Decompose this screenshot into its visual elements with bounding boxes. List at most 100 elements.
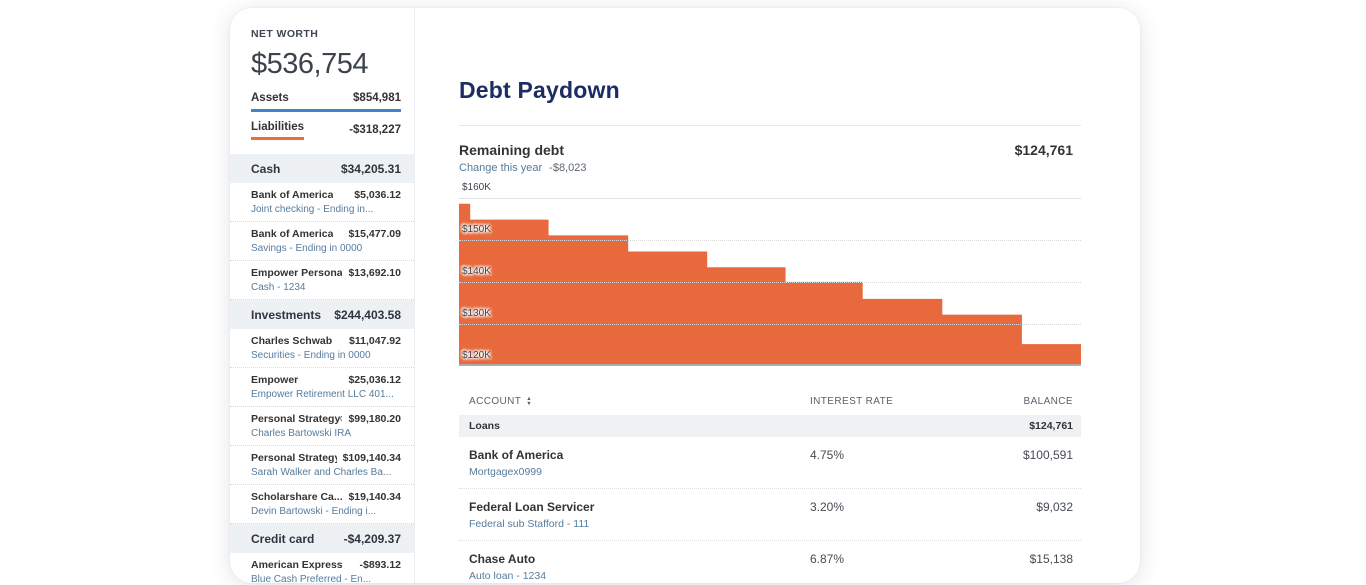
account-balance: $13,692.10 xyxy=(348,267,401,280)
balance-cell: $9,032 xyxy=(1036,500,1073,514)
account-subtitle: Savings - Ending in 0000 xyxy=(251,243,401,255)
account-subtitle: Cash - 1234 xyxy=(251,282,401,294)
remaining-debt-total: $124,761 xyxy=(1015,142,1081,158)
account-cell: Bank of AmericaMortgagex0999 xyxy=(469,448,810,478)
account-subtitle: Securities - Ending in 0000 xyxy=(251,350,401,362)
gridline xyxy=(459,324,1081,325)
gridline xyxy=(459,282,1081,283)
account-list-item[interactable]: Personal Strategy® $109,140.34 Sarah Walke… xyxy=(230,446,414,485)
account-list-item[interactable]: Scholarshare Ca...$19,140.34 Devin Bartow… xyxy=(230,485,414,524)
y-axis-tick-label: $160K xyxy=(462,183,491,193)
table-row[interactable]: Chase AutoAuto loan - 12346.87%$15,138 xyxy=(459,541,1081,583)
section-total: $34,205.31 xyxy=(341,162,401,176)
account-subtitle: Sarah Walker and Charles Ba... xyxy=(251,467,401,479)
account-name: American Express xyxy=(251,559,343,572)
account-line: Bank of America $15,477.09 xyxy=(251,228,401,241)
account-list-item[interactable]: Empower $25,036.12 Empower Retirement LLC … xyxy=(230,368,414,407)
y-axis-tick-label: $140K xyxy=(462,267,491,277)
loan-account-name: Federal Loan Servicer xyxy=(469,500,810,514)
table-body: Bank of AmericaMortgagex09994.75% $100,59… xyxy=(459,437,1081,583)
loan-account-subtitle: Auto loan - 1234 xyxy=(469,570,810,582)
sort-icon: ▲▼ xyxy=(526,397,532,406)
account-line: American Express -$893.12 xyxy=(251,559,401,572)
account-list-item[interactable]: Charles Schwab $11,047.92 Securities - End… xyxy=(230,329,414,368)
account-name: Personal Strategy® xyxy=(251,413,342,426)
account-line: Bank of America$5,036.12 xyxy=(251,189,401,202)
section-name: Credit card xyxy=(251,532,314,546)
net-worth-label: NET WORTH xyxy=(251,28,401,40)
loan-account-name: Chase Auto xyxy=(469,552,810,566)
column-header-interest-rate: INTEREST RATE xyxy=(810,396,921,407)
change-value: -$8,023 xyxy=(549,162,586,174)
remaining-debt-series xyxy=(459,198,1081,364)
loans-group-label: Loans xyxy=(469,420,810,432)
account-name: Bank of America xyxy=(251,189,333,202)
account-line: Empower Personal Cash™ $13,692.10 xyxy=(251,267,401,280)
loan-account-subtitle: Federal sub Stafford - 111 xyxy=(469,518,810,530)
account-subtitle: Empower Retirement LLC 401... xyxy=(251,389,401,401)
liabilities-row[interactable]: Liabilities -$318,227 xyxy=(251,121,401,140)
balance-cell: $100,591 xyxy=(1023,448,1073,462)
account-balance: $25,036.12 xyxy=(348,374,401,387)
account-line: Personal Strategy® $109,140.34 xyxy=(251,452,401,465)
account-balance: $109,140.34 xyxy=(343,452,401,465)
remaining-debt-summary: Remaining debt Change this year-$8,023 $… xyxy=(459,142,1081,174)
section-name: Cash xyxy=(251,162,280,176)
loans-group-balance: $124,761 xyxy=(1029,420,1073,432)
account-name: Empower xyxy=(251,374,298,387)
column-header-balance: BALANCE xyxy=(1024,396,1074,407)
account-name: Scholarshare Ca... xyxy=(251,491,342,504)
account-line: Charles Schwab $11,047.92 xyxy=(251,335,401,348)
net-worth-sidebar: NET WORTH $536,754 Assets $854,981 Liabi… xyxy=(230,8,415,583)
change-this-year: Change this year-$8,023 xyxy=(459,162,586,174)
account-list-item[interactable]: Bank of America$5,036.12 Joint checking -… xyxy=(230,183,414,222)
section-header-investments[interactable]: Investments $244,403.58 xyxy=(230,300,414,329)
y-axis-tick-label: $120K xyxy=(462,351,491,361)
account-line: Scholarshare Ca...$19,140.34 xyxy=(251,491,401,504)
account-balance: $99,180.20 xyxy=(348,413,401,426)
section-name: Investments xyxy=(251,308,321,322)
account-balance: $11,047.92 xyxy=(349,335,401,348)
account-balance: -$893.12 xyxy=(360,559,401,572)
account-subtitle: Joint checking - Ending in... xyxy=(251,204,401,216)
account-list-item[interactable]: American Express -$893.12 Blue Cash Prefer… xyxy=(230,553,414,583)
account-subtitle: Charles Bartowski IRA xyxy=(251,428,401,440)
y-axis-tick-label: $150K xyxy=(462,225,491,235)
assets-value: $854,981 xyxy=(353,92,401,104)
loans-group-row[interactable]: Loans $124,761 xyxy=(459,415,1081,437)
account-list-item[interactable]: Empower Personal Cash™ $13,692.10 Cash - 1… xyxy=(230,261,414,300)
assets-row[interactable]: Assets $854,981 xyxy=(251,92,401,112)
account-name: Empower Personal Cash™ xyxy=(251,267,342,280)
page-title: Debt Paydown xyxy=(459,77,1081,104)
loan-account-subtitle: Mortgagex0999 xyxy=(469,466,810,478)
account-name: Charles Schwab xyxy=(251,335,332,348)
interest-rate-cell: 4.75% xyxy=(810,448,921,462)
liabilities-value: -$318,227 xyxy=(349,124,401,140)
gridline xyxy=(459,240,1081,241)
section-header-credit-card[interactable]: Credit card-$4,209.37 xyxy=(230,524,414,553)
app-window: NET WORTH $536,754 Assets $854,981 Liabi… xyxy=(230,8,1140,583)
liabilities-label: Liabilities xyxy=(251,121,304,140)
remaining-debt-chart: $160K$150K$140K$130K$120K xyxy=(459,184,1081,366)
account-balance: $15,477.09 xyxy=(348,228,401,241)
account-sections: Cash $34,205.31 Bank of America$5,036.12 Jo… xyxy=(230,154,414,583)
account-subtitle: Blue Cash Preferred - En... xyxy=(251,574,401,583)
interest-rate-cell: 3.20% xyxy=(810,500,921,514)
interest-rate-cell: 6.87% xyxy=(810,552,921,566)
section-header-cash[interactable]: Cash $34,205.31 xyxy=(230,154,414,183)
chart-plot-area: $160K$150K$140K$130K$120K xyxy=(459,198,1081,366)
account-name: Bank of America xyxy=(251,228,333,241)
account-list-item[interactable]: Bank of America $15,477.09 Savings - Endin… xyxy=(230,222,414,261)
net-worth-value: $536,754 xyxy=(251,48,401,81)
account-subtitle: Devin Bartowski - Ending i... xyxy=(251,506,401,518)
table-row[interactable]: Bank of AmericaMortgagex09994.75% $100,59… xyxy=(459,437,1081,489)
column-header-account[interactable]: ACCOUNT ▲▼ xyxy=(469,396,810,407)
account-list-item[interactable]: Personal Strategy® $99,180.20 Charles Bart… xyxy=(230,407,414,446)
debt-paydown-page: Debt Paydown Remaining debt Change this … xyxy=(415,8,1140,583)
account-name: Personal Strategy® xyxy=(251,452,337,465)
table-row[interactable]: Federal Loan Servicer Federal sub Staffor… xyxy=(459,489,1081,541)
assets-label: Assets xyxy=(251,92,289,104)
remaining-debt-label: Remaining debt xyxy=(459,142,586,158)
table-header: ACCOUNT ▲▼ INTEREST RATE BALANCE xyxy=(459,396,1081,415)
section-total: $244,403.58 xyxy=(334,308,401,322)
